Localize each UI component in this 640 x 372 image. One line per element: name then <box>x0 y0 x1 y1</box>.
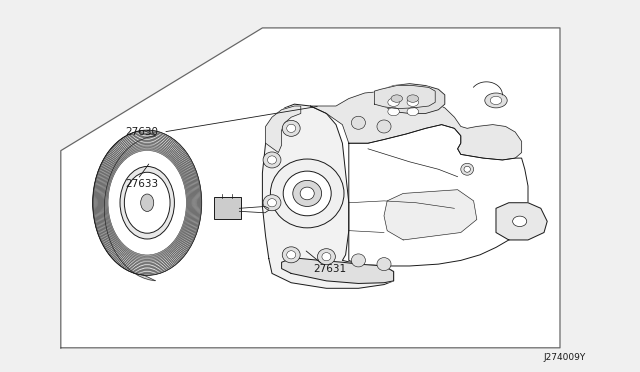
Polygon shape <box>374 86 435 109</box>
Ellipse shape <box>263 195 281 211</box>
Polygon shape <box>384 190 477 240</box>
Ellipse shape <box>485 93 508 108</box>
Polygon shape <box>378 84 445 113</box>
Ellipse shape <box>120 167 175 239</box>
Ellipse shape <box>351 116 365 129</box>
Text: 27633: 27633 <box>125 179 158 189</box>
Ellipse shape <box>93 130 202 275</box>
Polygon shape <box>349 125 528 266</box>
Ellipse shape <box>407 95 419 102</box>
Ellipse shape <box>141 194 154 211</box>
Polygon shape <box>310 91 522 160</box>
FancyBboxPatch shape <box>214 197 241 219</box>
Ellipse shape <box>377 257 391 271</box>
Ellipse shape <box>268 199 276 207</box>
Polygon shape <box>93 130 156 281</box>
Ellipse shape <box>461 163 474 175</box>
Ellipse shape <box>513 216 527 227</box>
Ellipse shape <box>263 152 281 168</box>
Ellipse shape <box>283 171 332 216</box>
Ellipse shape <box>124 172 170 233</box>
Ellipse shape <box>268 156 276 164</box>
Ellipse shape <box>351 254 365 267</box>
Ellipse shape <box>391 95 403 102</box>
Text: 27631: 27631 <box>314 264 347 273</box>
Ellipse shape <box>282 121 300 137</box>
Ellipse shape <box>322 253 331 261</box>
Polygon shape <box>262 104 394 288</box>
Ellipse shape <box>407 98 419 106</box>
Ellipse shape <box>293 180 321 206</box>
Ellipse shape <box>282 247 300 263</box>
Ellipse shape <box>287 124 296 132</box>
Ellipse shape <box>270 159 344 228</box>
Polygon shape <box>266 106 301 153</box>
Ellipse shape <box>407 108 419 116</box>
Text: 27630: 27630 <box>125 127 158 137</box>
Ellipse shape <box>377 120 391 133</box>
Ellipse shape <box>287 251 296 259</box>
Polygon shape <box>282 259 394 283</box>
Ellipse shape <box>388 108 399 116</box>
Ellipse shape <box>388 98 399 106</box>
Ellipse shape <box>464 166 470 172</box>
Polygon shape <box>61 28 560 348</box>
Ellipse shape <box>490 96 502 105</box>
Ellipse shape <box>300 187 314 200</box>
Ellipse shape <box>317 249 335 265</box>
Text: J274009Y: J274009Y <box>543 353 586 362</box>
Polygon shape <box>496 203 547 240</box>
